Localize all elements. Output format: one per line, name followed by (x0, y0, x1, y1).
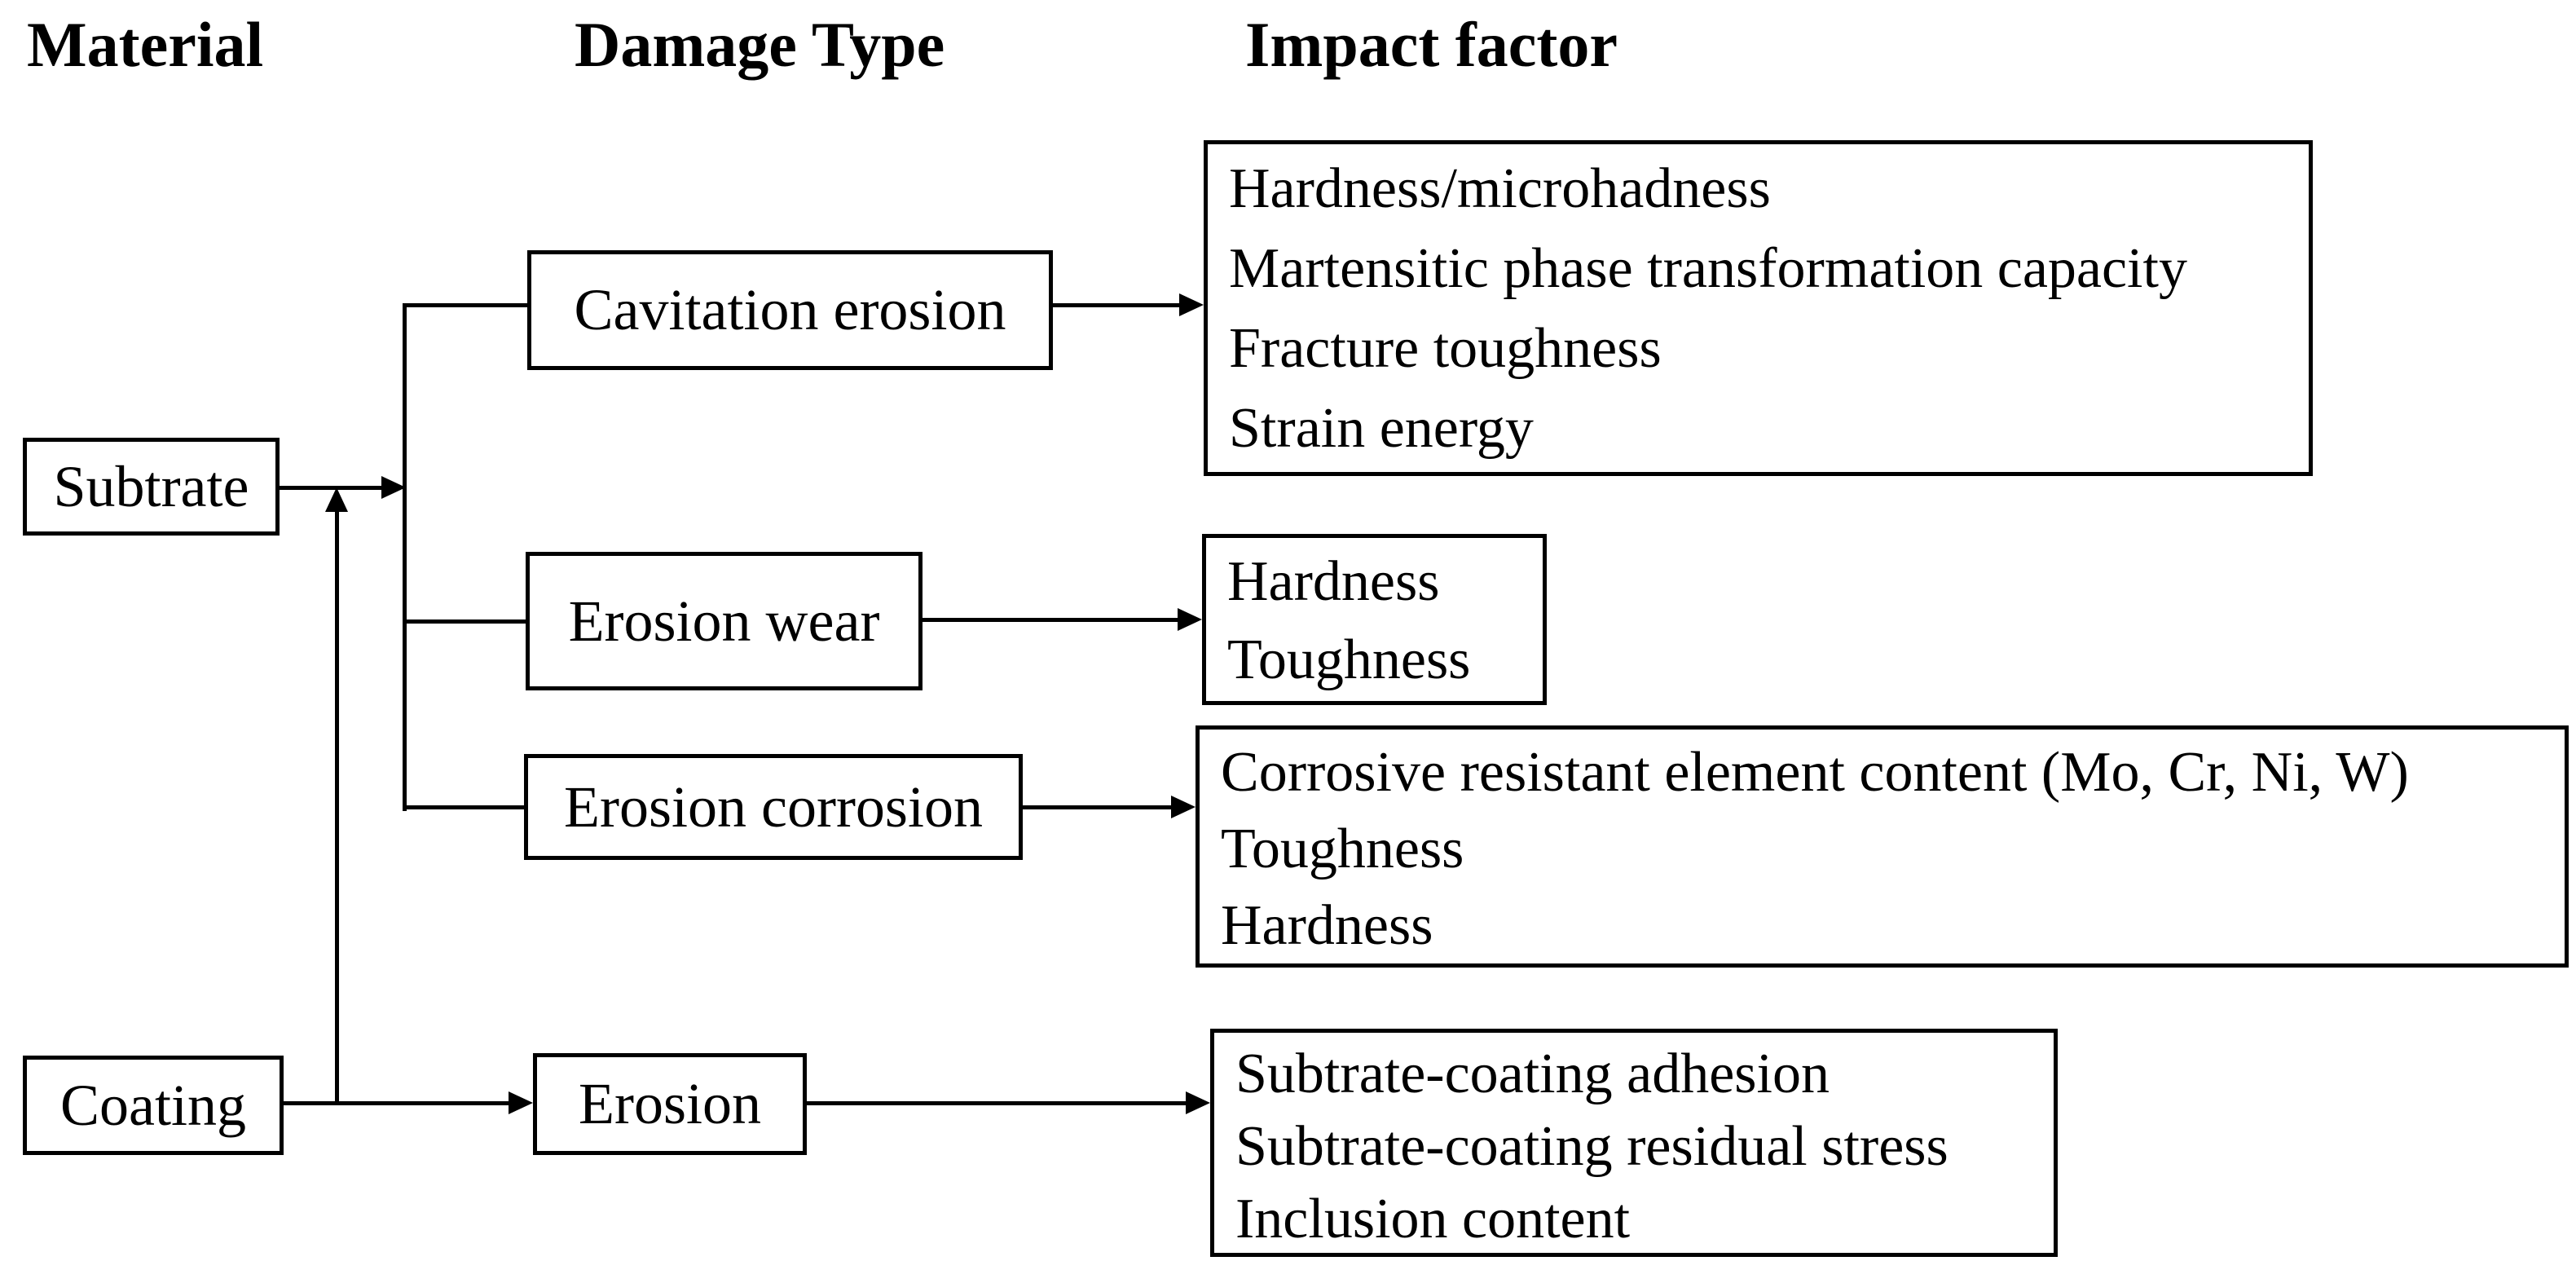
impact-line: Hardness (1227, 550, 1440, 613)
column-header-damage-type: Damage Type (575, 9, 945, 80)
impact-line: Toughness (1227, 628, 1471, 691)
erosion-wear-box: Erosion wear (526, 552, 923, 690)
cavitation-impact-arrowhead-icon (1179, 293, 1204, 316)
column-header-material: Material (27, 9, 264, 80)
erosion-corrosion-label: Erosion corrosion (564, 774, 983, 840)
cavitation-impact-connector-line (1051, 303, 1181, 307)
impact-line: Fracture toughness (1229, 317, 1662, 380)
erosion-corrosion-impact-box: Corrosive resistant element content (Mo,… (1196, 725, 2569, 968)
erosion-wear-impact-connector-line (921, 618, 1179, 622)
erosion-impact-arrowhead-icon (1186, 1091, 1210, 1114)
impact-line: Hardness/microhadness (1229, 157, 1771, 220)
coating-label: Coating (60, 1072, 246, 1138)
substrate-arrowhead-icon (381, 476, 406, 499)
erosion-label: Erosion (579, 1071, 761, 1136)
erosion-impact-connector-line (805, 1101, 1187, 1105)
erosion-corrosion-impact-arrowhead-icon (1171, 796, 1196, 818)
substrate-label: Subtrate (53, 453, 249, 519)
erosion-corrosion-box: Erosion corrosion (524, 754, 1023, 860)
erosion-corrosion-impact-connector-line (1021, 805, 1173, 809)
impact-line: Subtrate-coating residual stress (1235, 1115, 1949, 1178)
branch-erosion-wear-line (403, 619, 527, 624)
coating-box: Coating (23, 1056, 284, 1155)
coating-erosion-arrowhead-icon (509, 1091, 533, 1114)
cavitation-impact-box: Hardness/microhadness Martensitic phase … (1204, 140, 2313, 476)
branch-cavitation-line (403, 303, 529, 307)
impact-line: Corrosive resistant element content (Mo,… (1221, 741, 2409, 804)
impact-line: Strain energy (1229, 397, 1534, 460)
erosion-wear-impact-arrowhead-icon (1178, 608, 1202, 631)
erosion-wear-label: Erosion wear (568, 588, 880, 654)
erosion-impact-box: Subtrate-coating adhesion Subtrate-coati… (1210, 1029, 2058, 1257)
impact-line: Inclusion content (1235, 1188, 1631, 1250)
impact-line: Toughness (1221, 818, 1464, 880)
coating-erosion-connector-line (282, 1101, 510, 1105)
damage-branch-spine-line (403, 303, 407, 811)
cavitation-erosion-box: Cavitation erosion (527, 250, 1053, 370)
impact-line: Martensitic phase transformation capacit… (1229, 237, 2187, 300)
coating-up-connector-line (335, 509, 339, 1104)
erosion-wear-impact-box: Hardness Toughness (1202, 534, 1547, 705)
impact-line: Hardness (1221, 894, 1433, 957)
substrate-box: Subtrate (23, 438, 280, 536)
coating-up-arrowhead-icon (325, 487, 348, 512)
erosion-box: Erosion (533, 1053, 807, 1155)
column-header-impact-factor: Impact factor (1245, 9, 1618, 80)
cavitation-erosion-label: Cavitation erosion (574, 277, 1006, 342)
branch-erosion-corrosion-line (403, 805, 526, 809)
impact-line: Subtrate-coating adhesion (1235, 1043, 1830, 1105)
